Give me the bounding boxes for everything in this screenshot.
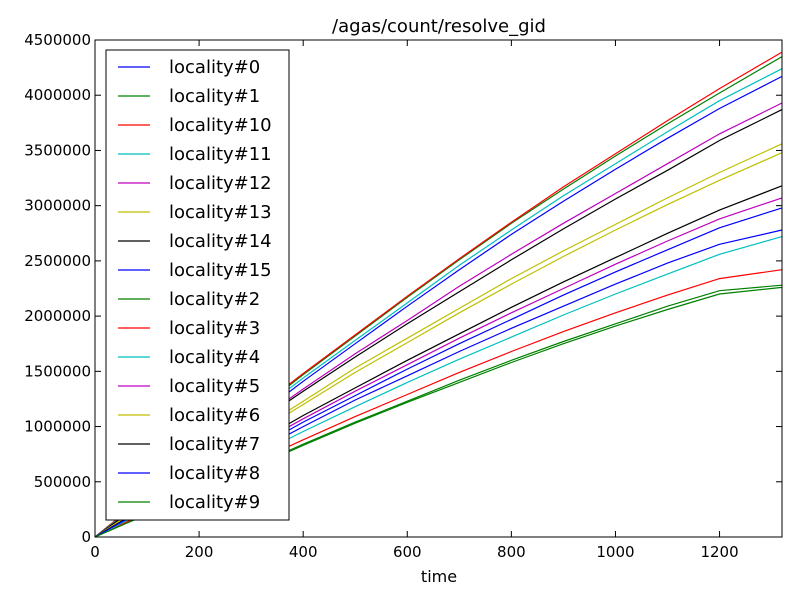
legend: locality#0 locality#1 locality#10 locality#…	[105, 49, 290, 521]
x-tick-label: 0	[90, 543, 100, 561]
x-axis-title: time	[421, 567, 457, 586]
y-tick-label: 2500000	[24, 252, 91, 270]
legend-label: locality#0	[169, 57, 260, 78]
legend-label: locality#11	[169, 144, 272, 165]
ticks-layer: 0 200 400 600 800 1000 1200 0 500000 1000000 15000…	[24, 31, 782, 561]
legend-label: locality#13	[169, 202, 272, 223]
legend-label: locality#4	[169, 347, 260, 368]
x-tick-label: 200	[185, 543, 214, 561]
legend-label: locality#9	[169, 492, 260, 513]
legend-label: locality#3	[169, 318, 260, 339]
x-tick-label: 600	[393, 543, 422, 561]
y-tick-label: 2000000	[24, 307, 91, 325]
y-tick-label: 1500000	[24, 362, 91, 380]
legend-label: locality#7	[169, 434, 260, 455]
legend-label: locality#15	[169, 260, 272, 281]
chart-title: /agas/count/resolve_gid	[332, 16, 546, 37]
legend-label: locality#10	[169, 115, 272, 136]
legend-box	[105, 49, 290, 521]
legend-label: locality#14	[169, 231, 272, 252]
legend-label: locality#6	[169, 405, 260, 426]
y-tick-label: 3500000	[24, 141, 91, 159]
plot-frame	[94, 39, 783, 538]
y-tick-label: 0	[81, 528, 91, 546]
x-tick-label: 1000	[596, 543, 634, 561]
y-tick-label: 4500000	[24, 31, 91, 49]
legend-label: locality#5	[169, 376, 260, 397]
y-tick-label: 3000000	[24, 197, 91, 215]
legend-label: locality#8	[169, 463, 260, 484]
y-tick-label: 4000000	[24, 86, 91, 104]
y-tick-label: 500000	[34, 473, 91, 491]
x-tick-label: 400	[289, 543, 318, 561]
legend-label: locality#12	[169, 173, 272, 194]
y-tick-label: 1000000	[24, 418, 91, 436]
x-tick-label: 800	[497, 543, 526, 561]
legend-label: locality#2	[169, 289, 260, 310]
x-tick-label: 1200	[700, 543, 738, 561]
legend-label: locality#1	[169, 86, 260, 107]
